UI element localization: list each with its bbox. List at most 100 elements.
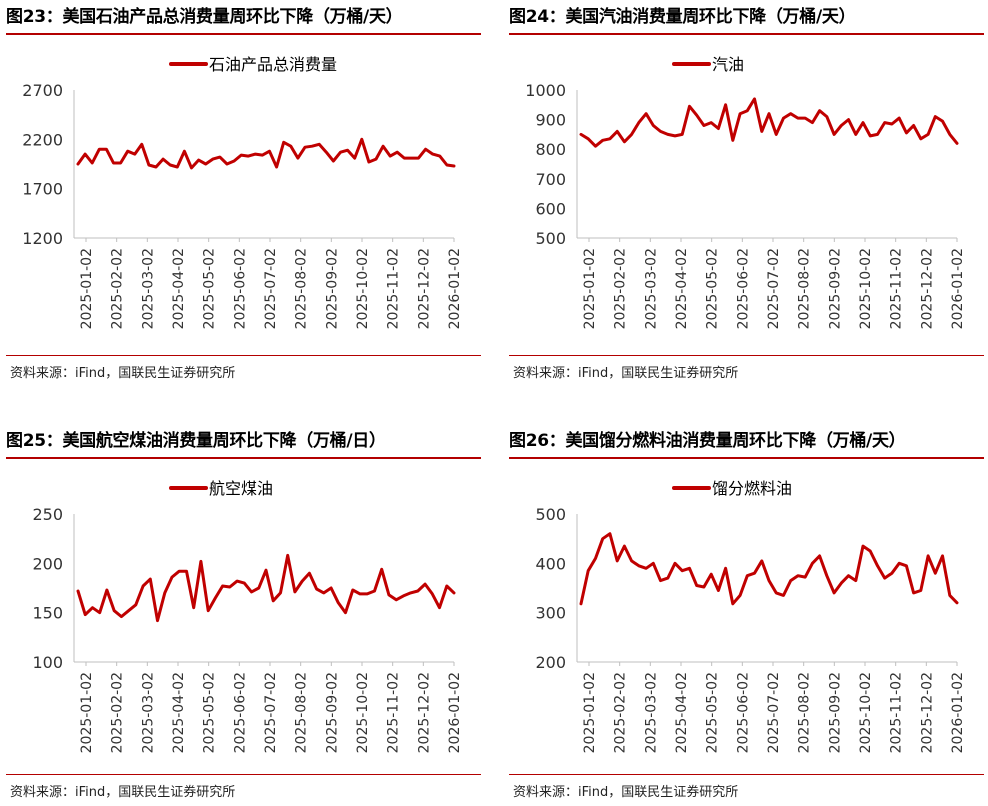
x-tick-label: 2025-11-02 xyxy=(386,248,402,329)
series-line xyxy=(76,553,456,623)
x-tick-label: 2025-09-02 xyxy=(324,672,340,753)
series-line xyxy=(579,97,959,148)
x-tick-label: 2025-01-02 xyxy=(79,248,95,329)
x-tick-label: 2025-06-02 xyxy=(735,248,751,329)
source-divider xyxy=(6,355,481,356)
title-divider xyxy=(509,33,984,35)
x-tick-label: 2025-10-02 xyxy=(355,672,371,753)
title-divider xyxy=(6,33,481,35)
x-tick-label: 2025-02-02 xyxy=(613,248,629,329)
x-tick-label: 2025-07-02 xyxy=(263,672,279,753)
x-tick-label: 2025-07-02 xyxy=(766,672,782,753)
source-divider xyxy=(6,774,481,775)
legend-label: 馏分燃料油 xyxy=(712,479,792,498)
y-tick-label: 150 xyxy=(32,604,63,623)
x-tick-label: 2025-05-02 xyxy=(705,672,721,753)
source-divider xyxy=(509,774,984,775)
chart-panel-25: 图25：美国航空煤油消费量周环比下降（万桶/日） 100 150 200 250 202… xyxy=(6,426,481,806)
y-tick-label: 400 xyxy=(535,554,566,573)
x-tick-label: 2026-01-02 xyxy=(950,672,966,753)
y-tick-label: 200 xyxy=(32,554,63,573)
chart-panel-23: 图23：美国石油产品总消费量周环比下降（万桶/天） 1200 1700 2200 27… xyxy=(6,2,481,402)
x-tick-label: 2025-04-02 xyxy=(674,672,690,753)
chart-title: 图26：美国馏分燃料油消费量周环比下降（万桶/天） xyxy=(509,431,906,451)
x-tick-label: 2025-10-02 xyxy=(858,248,874,329)
y-tick-label: 900 xyxy=(535,111,566,130)
line-chart: 500 600 700 800 900 1000 2025-01-02 2025-02-02 2… xyxy=(525,55,966,329)
y-tick-label: 2700 xyxy=(22,81,63,100)
legend-label: 石油产品总消费量 xyxy=(209,55,337,74)
source-note: 资料来源：iFind，国联民生证券研究所 xyxy=(513,366,739,381)
chart-title: 图25：美国航空煤油消费量周环比下降（万桶/日） xyxy=(6,431,386,451)
y-tick-label: 600 xyxy=(535,199,566,218)
y-tick-label: 1200 xyxy=(22,229,63,248)
x-tick-label: 2026-01-02 xyxy=(447,248,463,329)
x-tick-label: 2025-04-02 xyxy=(674,248,690,329)
title-divider xyxy=(509,457,984,459)
x-tick-label: 2025-02-02 xyxy=(110,672,126,753)
line-chart: 100 150 200 250 2025-01-02 2025-02-02 2025-03-… xyxy=(32,479,463,753)
x-tick-label: 2025-09-02 xyxy=(827,672,843,753)
x-tick-label: 2026-01-02 xyxy=(447,672,463,753)
x-tick-label: 2025-11-02 xyxy=(889,672,905,753)
x-tick-label: 2025-10-02 xyxy=(355,248,371,329)
series-line xyxy=(579,532,959,606)
x-tick-label: 2025-02-02 xyxy=(110,248,126,329)
source-note: 资料来源：iFind，国联民生证券研究所 xyxy=(513,785,739,800)
source-note: 资料来源：iFind，国联民生证券研究所 xyxy=(10,785,236,800)
x-tick-label: 2025-04-02 xyxy=(171,248,187,329)
x-tick-label: 2025-06-02 xyxy=(232,248,248,329)
line-chart: 1200 1700 2200 2700 2025-01-02 2025-02-02 2025… xyxy=(22,55,463,329)
x-tick-label: 2025-09-02 xyxy=(827,248,843,329)
x-tick-label: 2025-03-02 xyxy=(140,672,156,753)
chart-title: 图24：美国汽油消费量周环比下降（万桶/天） xyxy=(509,7,856,27)
x-tick-label: 2025-02-02 xyxy=(613,672,629,753)
x-tick-label: 2025-03-02 xyxy=(643,248,659,329)
source-divider xyxy=(509,355,984,356)
x-tick-label: 2025-07-02 xyxy=(263,248,279,329)
x-tick-label: 2025-03-02 xyxy=(140,248,156,329)
x-tick-label: 2025-10-02 xyxy=(858,672,874,753)
x-tick-label: 2025-06-02 xyxy=(735,672,751,753)
x-tick-label: 2025-08-02 xyxy=(294,672,310,753)
x-tick-label: 2025-01-02 xyxy=(582,248,598,329)
legend-label: 汽油 xyxy=(712,55,744,74)
y-tick-label: 250 xyxy=(32,505,63,524)
x-tick-label: 2025-09-02 xyxy=(324,248,340,329)
x-tick-label: 2025-05-02 xyxy=(202,672,218,753)
x-tick-label: 2025-11-02 xyxy=(386,672,402,753)
y-tick-label: 1700 xyxy=(22,180,63,199)
series-line xyxy=(76,137,456,170)
y-tick-label: 300 xyxy=(535,604,566,623)
x-tick-label: 2025-03-02 xyxy=(643,672,659,753)
x-tick-label: 2025-07-02 xyxy=(766,248,782,329)
line-chart: 200 300 400 500 2025-01-02 2025-02-02 2025-03-… xyxy=(535,479,966,753)
x-tick-label: 2025-12-02 xyxy=(919,672,935,753)
x-tick-label: 2025-01-02 xyxy=(582,672,598,753)
y-tick-label: 1000 xyxy=(525,81,566,100)
y-tick-label: 500 xyxy=(535,505,566,524)
x-tick-label: 2025-12-02 xyxy=(416,248,432,329)
x-tick-label: 2025-01-02 xyxy=(79,672,95,753)
y-tick-label: 200 xyxy=(535,653,566,672)
x-tick-label: 2025-04-02 xyxy=(171,672,187,753)
x-tick-label: 2025-12-02 xyxy=(416,672,432,753)
x-tick-label: 2025-05-02 xyxy=(202,248,218,329)
y-tick-label: 700 xyxy=(535,170,566,189)
x-tick-label: 2026-01-02 xyxy=(950,248,966,329)
x-tick-label: 2025-05-02 xyxy=(705,248,721,329)
source-note: 资料来源：iFind，国联民生证券研究所 xyxy=(10,366,236,381)
y-tick-label: 500 xyxy=(535,229,566,248)
x-tick-label: 2025-06-02 xyxy=(232,672,248,753)
legend-label: 航空煤油 xyxy=(209,479,273,498)
chart-panel-26: 图26：美国馏分燃料油消费量周环比下降（万桶/天） 200 300 400 500 20… xyxy=(509,426,984,806)
x-tick-label: 2025-08-02 xyxy=(294,248,310,329)
chart-panel-24: 图24：美国汽油消费量周环比下降（万桶/天） 500 600 700 800 900 10… xyxy=(509,2,984,402)
chart-title: 图23：美国石油产品总消费量周环比下降（万桶/天） xyxy=(6,7,403,27)
x-tick-label: 2025-08-02 xyxy=(797,248,813,329)
y-tick-label: 2200 xyxy=(22,130,63,149)
x-tick-label: 2025-08-02 xyxy=(797,672,813,753)
x-tick-label: 2025-11-02 xyxy=(889,248,905,329)
x-tick-label: 2025-12-02 xyxy=(919,248,935,329)
y-tick-label: 800 xyxy=(535,140,566,159)
